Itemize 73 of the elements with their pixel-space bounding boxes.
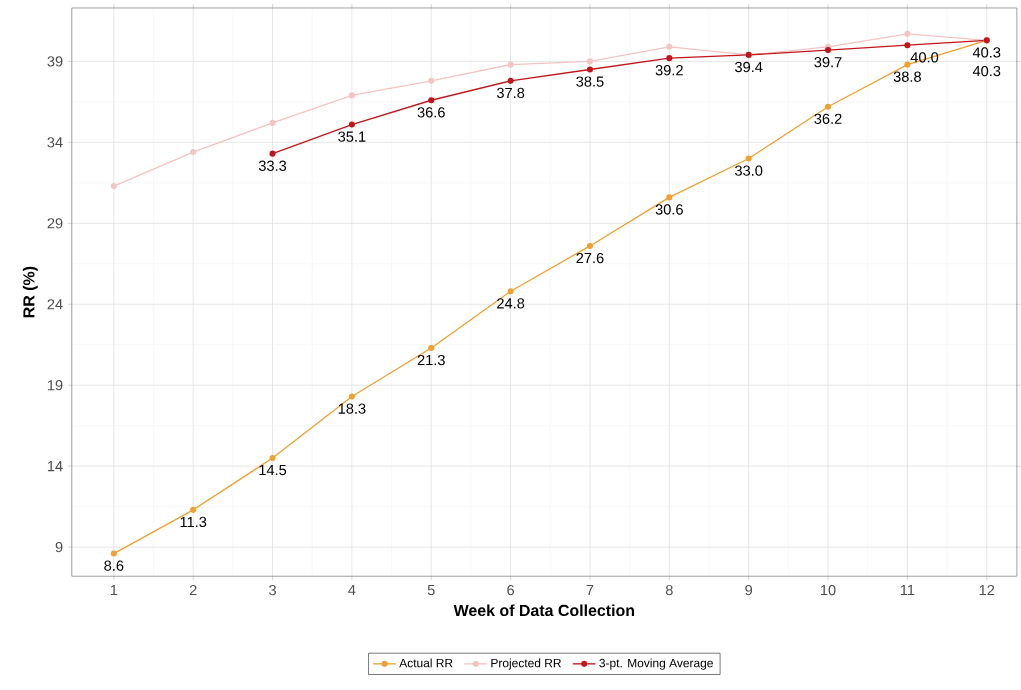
y-tick-label: 24 (47, 299, 63, 310)
data-label: 27.6 (576, 252, 604, 264)
data-label: 33.3 (258, 160, 287, 171)
point (428, 97, 435, 104)
y-tick-label: 39 (47, 56, 63, 67)
data-label: 11.3 (180, 516, 207, 528)
point (666, 55, 673, 62)
point (348, 121, 355, 128)
data-label: 24.8 (497, 298, 525, 309)
point (904, 42, 911, 49)
y-tick-label: 14 (47, 461, 63, 472)
y-tick-label: 9 (55, 541, 63, 553)
x-tick-label: 4 (348, 584, 356, 596)
data-label: 36.2 (814, 113, 842, 125)
data-label: 21.3 (417, 354, 445, 366)
point (269, 150, 276, 157)
point (110, 183, 117, 190)
point (666, 194, 673, 201)
x-tick-label: 6 (507, 584, 515, 596)
point (269, 455, 276, 462)
point (428, 77, 435, 84)
data-label: 18.3 (338, 403, 366, 414)
y-axis-title: RR (%) (22, 266, 38, 318)
point (904, 30, 911, 37)
legend-label: Projected RR (491, 658, 561, 670)
data-label: 14.5 (259, 465, 287, 476)
point (348, 92, 355, 99)
point (824, 47, 832, 54)
point (348, 393, 355, 400)
legend-label: 3-pt. Moving Average (599, 658, 713, 670)
legend-label: Actual RR (399, 658, 453, 668)
point (110, 550, 117, 557)
data-label: 40.3 (972, 65, 1001, 77)
x-tick-label: 8 (665, 584, 673, 596)
point (586, 58, 594, 65)
x-tick-label: 11 (900, 584, 915, 596)
point (824, 103, 832, 110)
point (269, 119, 276, 127)
data-label: 38.5 (576, 76, 604, 87)
y-tick-label: 29 (47, 218, 63, 229)
data-label: 39.4 (735, 61, 763, 73)
point (507, 77, 514, 84)
data-label: 39.2 (655, 65, 683, 76)
y-tick-label: 34 (47, 137, 63, 148)
x-tick-label: 5 (427, 584, 435, 596)
point (904, 61, 911, 68)
x-axis-title: Week of Data Collection (453, 604, 635, 617)
point (507, 288, 514, 295)
data-label: 35.1 (338, 131, 366, 142)
point (190, 149, 197, 156)
data-label: 33.0 (735, 165, 763, 176)
data-label: 30.6 (655, 204, 683, 215)
x-tick-label: 3 (269, 584, 276, 596)
point (745, 155, 752, 162)
data-label: 39.7 (814, 57, 842, 68)
x-tick-label: 1 (110, 584, 118, 596)
x-tick-label: 10 (821, 584, 836, 596)
y-tick-label: 19 (47, 380, 63, 391)
data-label: 37.8 (496, 87, 525, 99)
data-label: 38.8 (893, 71, 921, 82)
point (666, 43, 673, 50)
data-label: 36.6 (417, 107, 445, 118)
x-tick-label: 7 (586, 584, 594, 596)
point (586, 242, 594, 250)
x-tick-label: 9 (745, 584, 753, 596)
x-tick-label: 12 (979, 584, 995, 596)
point (190, 506, 197, 513)
data-label: 8.6 (104, 560, 124, 571)
point (586, 66, 594, 73)
x-tick-label: 2 (189, 584, 197, 596)
point (428, 344, 435, 352)
data-label: 40.3 (972, 47, 1001, 58)
point (507, 61, 514, 68)
